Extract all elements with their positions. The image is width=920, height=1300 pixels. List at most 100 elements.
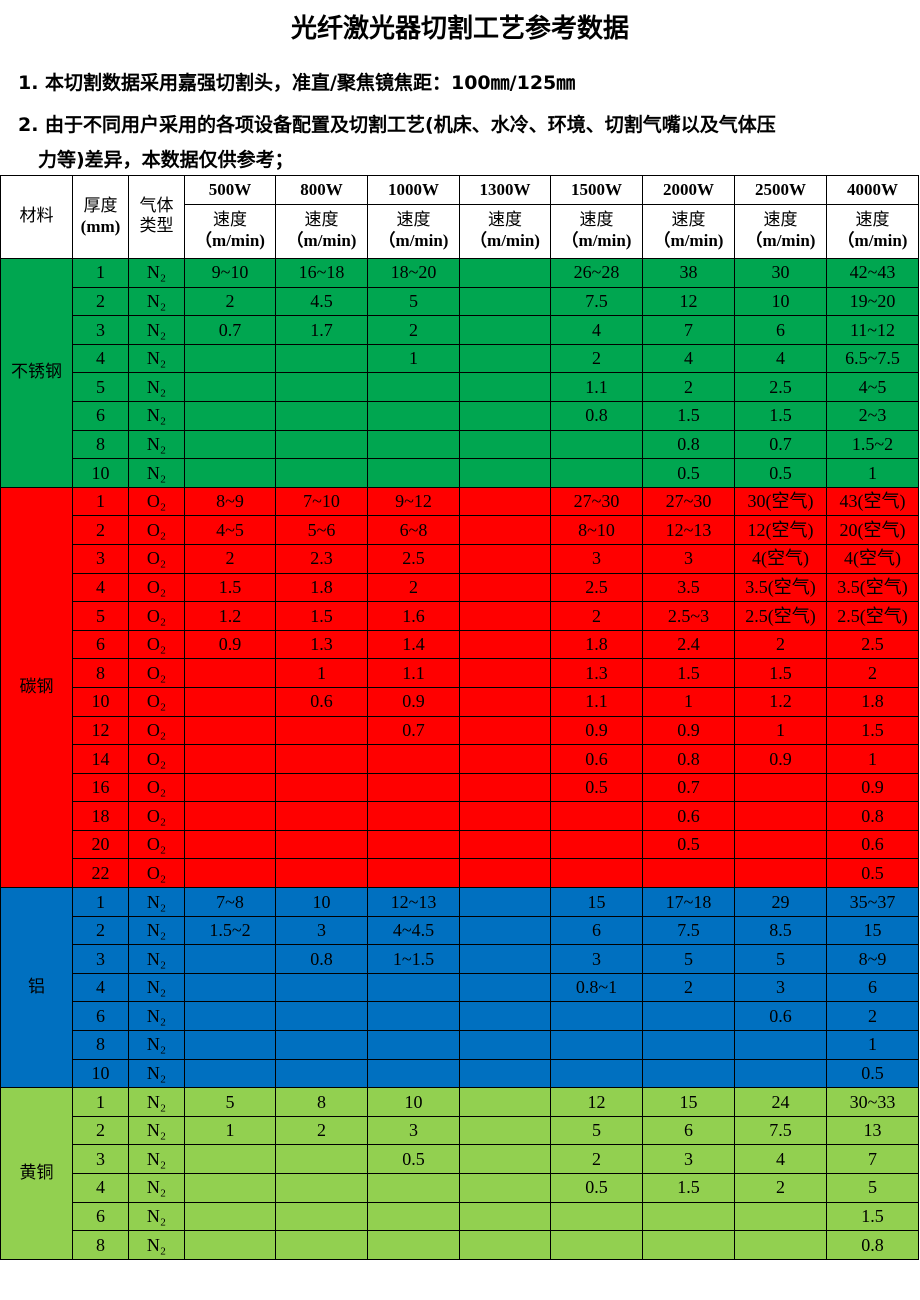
- speed-cell: 1.6: [367, 601, 460, 631]
- speed-cell: 2: [550, 343, 643, 374]
- header-speed-unit: （m/min): [470, 231, 540, 250]
- speed-cell: [550, 1030, 643, 1060]
- thickness-cell: 3: [72, 1144, 129, 1174]
- speed-cell: [459, 686, 551, 717]
- speed-cell: [367, 458, 460, 488]
- note-2-continued: 力等)差异，本数据仅供参考；: [38, 149, 294, 171]
- speed-cell: [459, 1173, 551, 1203]
- speed-cell: 2: [184, 286, 276, 317]
- speed-cell: [459, 829, 551, 860]
- speed-cell: 0.9: [184, 629, 276, 660]
- speed-cell: [459, 343, 551, 374]
- gas-cell: N₂: [128, 286, 185, 317]
- thickness-cell: 2: [72, 915, 129, 946]
- header-gas-label-2: 类型: [139, 216, 174, 236]
- speed-cell: [275, 1144, 368, 1174]
- speed-cell: 6.5~7.5: [826, 343, 919, 374]
- speed-cell: [367, 1230, 460, 1260]
- speed-cell: [642, 858, 735, 889]
- thickness-cell: 6: [72, 629, 129, 660]
- header-power-1300w: 1300W: [459, 175, 551, 205]
- speed-cell: 1.5: [642, 1173, 735, 1203]
- speed-cell: 2~3: [826, 400, 919, 431]
- gas-cell: N₂: [128, 400, 185, 431]
- speed-cell: 10: [367, 1087, 460, 1117]
- speed-cell: [734, 1030, 827, 1060]
- table-row: 8 N₂ 1: [0, 1030, 919, 1060]
- speed-cell: [459, 400, 551, 431]
- table-row: 4 N₂ 0.5 1.5 2 5: [0, 1173, 919, 1203]
- speed-cell: 2.5: [826, 629, 919, 660]
- gas-cell: O₂: [128, 858, 185, 889]
- thickness-cell: 8: [72, 658, 129, 688]
- speed-cell: 27~30: [550, 486, 643, 517]
- speed-cell: 7: [642, 315, 735, 345]
- speed-cell: 3: [275, 915, 368, 946]
- speed-cell: 1: [275, 658, 368, 688]
- speed-cell: [459, 258, 551, 288]
- speed-cell: 1.8: [826, 686, 919, 717]
- speed-cell: 0.5: [642, 458, 735, 488]
- speed-cell: [459, 543, 551, 574]
- speed-cell: 29: [734, 887, 827, 917]
- header-power-800w: 800W: [275, 175, 368, 205]
- speed-cell: 2: [184, 543, 276, 574]
- header-speed-unit: （m/min): [561, 231, 632, 250]
- header-speed-unit: （m/min): [745, 231, 816, 250]
- header-speed-label: 速度: [304, 210, 339, 231]
- gas-cell: N₂: [128, 1230, 185, 1260]
- thickness-cell: 22: [72, 858, 129, 889]
- gas-cell: N₂: [128, 944, 185, 974]
- header-speed-label: 速度: [579, 210, 614, 231]
- speed-cell: [275, 400, 368, 431]
- gas-cell: N₂: [128, 1201, 185, 1232]
- header-speed: 速度 （m/min): [275, 204, 368, 259]
- gas-cell: N₂: [128, 1115, 185, 1146]
- speed-cell: 2: [367, 315, 460, 345]
- speed-cell: [275, 858, 368, 889]
- speed-cell: 0.6: [826, 829, 919, 860]
- speed-cell: 17~18: [642, 887, 735, 917]
- speed-cell: 0.5: [367, 1144, 460, 1174]
- speed-cell: [184, 658, 276, 688]
- speed-cell: 9~12: [367, 486, 460, 517]
- speed-cell: 8: [275, 1087, 368, 1117]
- header-speed: 速度 （m/min): [642, 204, 735, 259]
- speed-cell: 0.5: [826, 858, 919, 889]
- header-speed: 速度 （m/min): [734, 204, 827, 259]
- table-row: 6 O₂ 0.9 1.3 1.4 1.8 2.4 2 2.5: [0, 629, 919, 660]
- speed-cell: 2.5: [550, 572, 643, 603]
- header-speed: 速度 （m/min): [459, 204, 551, 259]
- header-thickness-unit: (mm): [80, 216, 121, 236]
- speed-cell: 0.7: [184, 315, 276, 345]
- speed-cell: [275, 343, 368, 374]
- speed-cell: 20(空气): [826, 515, 919, 545]
- speed-cell: 3: [734, 972, 827, 1003]
- speed-cell: [367, 744, 460, 774]
- speed-cell: 1: [826, 1030, 919, 1060]
- header-speed-label: 速度: [855, 210, 890, 231]
- speed-cell: [734, 1230, 827, 1260]
- speed-cell: 11~12: [826, 315, 919, 345]
- speed-cell: 10: [734, 286, 827, 317]
- speed-cell: 4(空气): [734, 543, 827, 574]
- gas-cell: O₂: [128, 515, 185, 545]
- header-speed-label: 速度: [396, 210, 431, 231]
- speed-cell: 6: [550, 915, 643, 946]
- speed-cell: [642, 1001, 735, 1032]
- gas-cell: N₂: [128, 1001, 185, 1032]
- speed-cell: [184, 1230, 276, 1260]
- speed-cell: [184, 686, 276, 717]
- speed-cell: [459, 372, 551, 402]
- header-speed-label: 速度: [763, 210, 798, 231]
- speed-cell: 5: [642, 944, 735, 974]
- gas-cell: O₂: [128, 715, 185, 746]
- speed-cell: 0.6: [734, 1001, 827, 1032]
- speed-cell: [459, 658, 551, 688]
- speed-cell: 4: [550, 315, 643, 345]
- speed-cell: 3.5(空气): [734, 572, 827, 603]
- speed-cell: 42~43: [826, 258, 919, 288]
- speed-cell: [550, 1001, 643, 1032]
- speed-cell: 0.5: [734, 458, 827, 488]
- gas-cell: N₂: [128, 1087, 185, 1117]
